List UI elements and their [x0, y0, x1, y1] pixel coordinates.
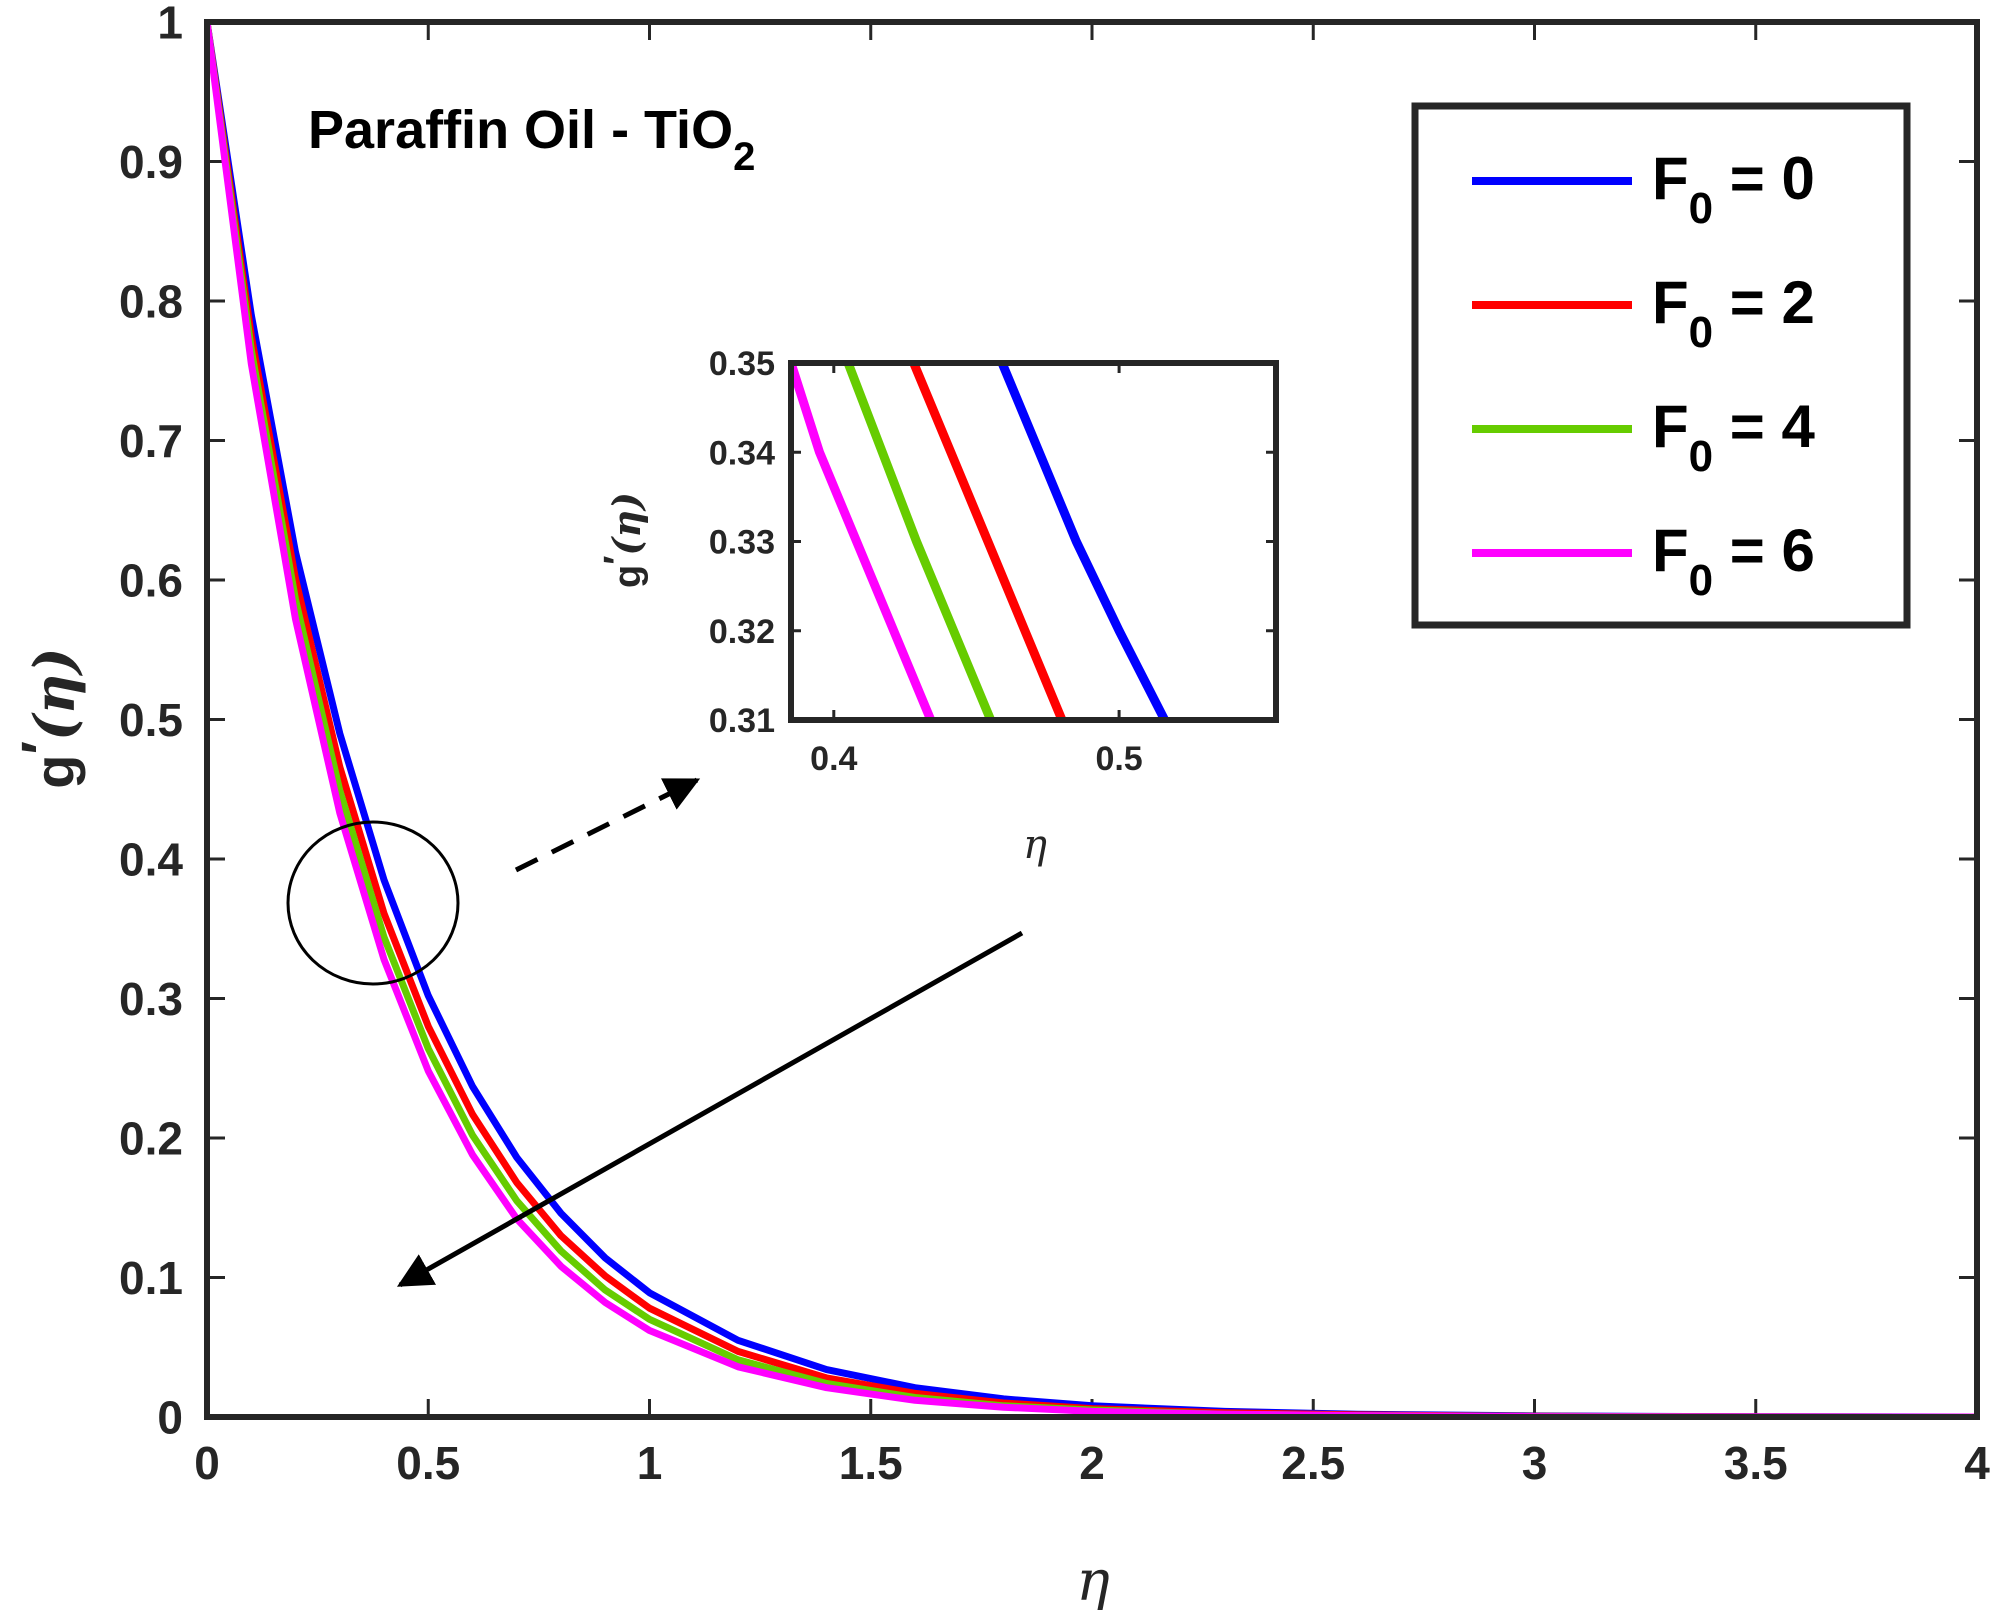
y-tick-label: 0.6 [119, 555, 183, 607]
x-tick-label: 0.4 [810, 740, 857, 778]
annotation-label: Paraffin Oil - TiO2 [308, 100, 755, 179]
y-tick-label: 0.35 [709, 345, 775, 383]
annotation-main: Paraffin Oil - TiO [308, 100, 733, 160]
svg-text:Paraffin Oil - TiO2: Paraffin Oil - TiO2 [308, 100, 755, 179]
legend-box [1411, 102, 1911, 629]
inset-y-axis-label: g′(η) [597, 492, 649, 588]
main-ylabel-g: g [23, 754, 86, 788]
x-tick-label: 1.5 [839, 1437, 903, 1489]
zoom-dashed-arrow [514, 777, 701, 873]
inset-x-axis-label: η [1023, 822, 1047, 868]
y-tick-label: 0.2 [119, 1113, 183, 1165]
x-tick-label: 3 [1522, 1437, 1548, 1489]
y-tick-label: 0.31 [709, 702, 775, 740]
x-tick-label: 2.5 [1281, 1437, 1345, 1489]
x-tick-label: 3.5 [1724, 1437, 1788, 1489]
legend-label-2: F0 = 4 [1652, 393, 1816, 481]
series-line-1 [909, 363, 1067, 720]
inset-plot-frame [788, 360, 1279, 723]
series-line-0 [997, 363, 1170, 720]
main-plot-frame [204, 19, 1980, 1420]
main-x-axis-label: η [1076, 1549, 1110, 1610]
legend: F0 = 0 F0 = 2 F0 = 4 F0 = 6 [1411, 102, 1911, 629]
series-line-2 [843, 363, 996, 720]
trend-arrow [396, 930, 1024, 1288]
y-tick-label: 0.9 [119, 136, 183, 188]
zoom-circle [286, 820, 460, 986]
y-tick-label: 0.34 [709, 434, 775, 472]
annotation-subscript: 2 [733, 135, 755, 179]
legend-label-0: F0 = 0 [1652, 145, 1815, 233]
inset-plot: 0.4 0.5 0.31 0.32 0.33 0.34 0.35 [709, 345, 1279, 778]
inset-ylabel-prime: ′ [597, 556, 639, 565]
x-tick-label: 2 [1079, 1437, 1105, 1489]
legend-label-3: F0 = 6 [1652, 517, 1815, 605]
series-line-3 [791, 363, 936, 720]
y-tick-label: 0 [157, 1392, 183, 1444]
main-y-axis-label: g′(η) [9, 647, 88, 788]
svg-text:g′(η): g′(η) [597, 492, 649, 588]
y-tick-label: 0.3 [119, 973, 183, 1025]
inset-ylabel-g: g [607, 565, 649, 588]
y-tick-label: 1 [157, 0, 183, 49]
y-tick-label: 0.1 [119, 1252, 183, 1304]
main-ylabel-prime: ′ [9, 741, 72, 754]
x-tick-label: 0 [194, 1437, 220, 1489]
inset-plot-background [791, 363, 1276, 720]
y-tick-label: 0.33 [709, 524, 775, 562]
y-tick-label: 0.8 [119, 276, 183, 328]
svg-text:g′(η): g′(η) [9, 647, 88, 788]
legend-label-1: F0 = 2 [1652, 269, 1815, 357]
x-tick-label: 4 [1964, 1437, 1990, 1489]
x-tick-label: 0.5 [1095, 740, 1142, 778]
main-ylabel-arg: (η) [22, 647, 88, 741]
y-tick-label: 0.7 [119, 415, 183, 467]
y-tick-label: 0.4 [119, 834, 183, 886]
y-tick-label: 0.5 [119, 694, 183, 746]
inset-ylabel-arg: (η) [604, 492, 649, 556]
y-tick-label: 0.32 [709, 613, 775, 651]
x-tick-label: 0.5 [396, 1437, 460, 1489]
x-tick-label: 1 [637, 1437, 663, 1489]
main-plot: 0 0.5 1 1.5 2 2.5 3 3.5 4 0 0.1 0.2 0.3 0.4 0.5 0.6 0.7 0… [119, 0, 1990, 1489]
